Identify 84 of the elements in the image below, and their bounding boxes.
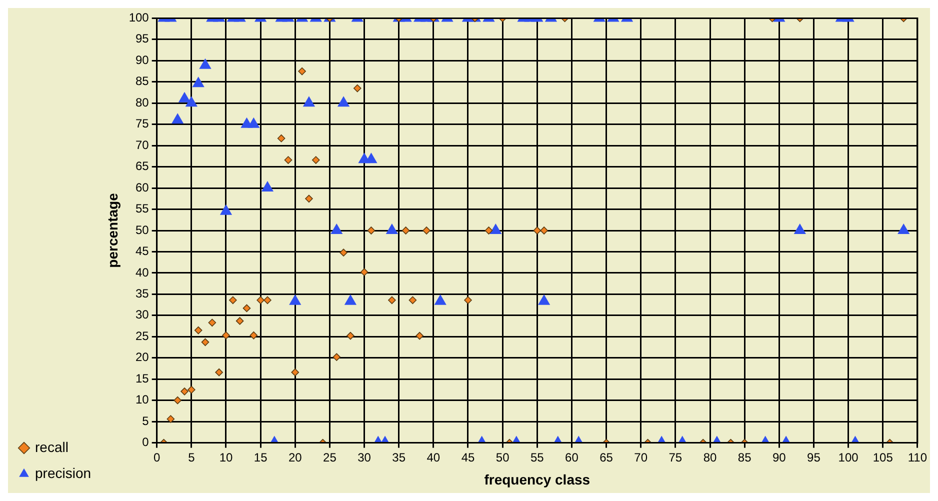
y-tick-label: 0 [142, 435, 150, 450]
x-tick-label: 65 [600, 450, 614, 464]
point [194, 326, 202, 334]
x-axis-title: frequency class [484, 471, 590, 488]
point [236, 317, 244, 325]
point [264, 296, 272, 304]
point [174, 396, 182, 404]
legend-label: precision [35, 464, 92, 481]
x-tick-label: 45 [461, 450, 475, 464]
y-tick-label: 80 [135, 95, 150, 110]
x-tick-label: 15 [254, 450, 268, 464]
point [208, 318, 216, 327]
point [277, 134, 286, 142]
y-tick-label: 100 [128, 10, 150, 25]
point [242, 304, 251, 312]
point [353, 84, 362, 92]
x-tick-label: 0 [154, 450, 161, 464]
point [291, 368, 300, 376]
point [540, 226, 548, 234]
y-tick-label: 45 [135, 244, 150, 258]
point [422, 226, 430, 234]
point [312, 156, 320, 164]
point [346, 332, 354, 340]
y-axis-title: percentage [104, 192, 120, 268]
x-tick-label: 105 [872, 450, 894, 464]
point [201, 338, 210, 346]
legend-label: recall [35, 438, 68, 455]
x-tick-label: 55 [530, 450, 544, 464]
x-tick-label: 35 [392, 450, 406, 464]
y-tick-label: 10 [135, 392, 150, 407]
y-tick-label: 35 [135, 286, 150, 301]
y-tick-label: 75 [135, 116, 150, 131]
y-tick-label: 60 [135, 180, 150, 194]
y-tick-label: 85 [135, 74, 150, 88]
x-tick-label: 10 [219, 450, 233, 464]
point [367, 226, 376, 234]
x-tick-label: 110 [908, 450, 928, 464]
y-tick-label: 95 [135, 32, 150, 46]
y-tick-label: 25 [135, 328, 150, 343]
y-tick-label: 90 [135, 52, 150, 67]
x-tick-label: 60 [565, 450, 579, 464]
point [416, 332, 424, 340]
y-tick-label: 15 [135, 371, 150, 386]
point [340, 248, 348, 256]
y-tick-label: 50 [135, 222, 150, 237]
point [180, 388, 188, 396]
x-tick-label: 90 [772, 450, 786, 464]
point [229, 296, 237, 304]
x-tick-label: 80 [703, 450, 717, 464]
x-tick-label: 100 [838, 450, 859, 464]
x-tick-label: 85 [738, 450, 752, 464]
point [484, 226, 493, 234]
point [215, 368, 223, 376]
y-tick-label: 40 [135, 265, 150, 280]
point [533, 226, 542, 234]
x-tick-label: 40 [426, 450, 440, 464]
point [284, 156, 292, 164]
y-tick-label: 5 [142, 414, 150, 428]
point [332, 353, 341, 361]
x-tick-label: 95 [807, 450, 821, 464]
point [464, 296, 472, 304]
point [222, 331, 230, 340]
point [166, 415, 175, 423]
y-tick-label: 55 [135, 202, 150, 216]
x-tick-label: 25 [323, 450, 337, 464]
x-tick-label: 5 [188, 450, 196, 464]
point [360, 268, 368, 276]
point [188, 386, 196, 394]
point [250, 331, 258, 340]
y-tick-label: 30 [135, 308, 150, 322]
y-tick-label: 65 [135, 159, 150, 174]
point [256, 296, 264, 304]
x-tick-label: 30 [358, 450, 372, 464]
x-tick-label: 70 [634, 450, 648, 464]
y-tick-label: 70 [135, 138, 150, 152]
point [402, 226, 410, 234]
point [388, 296, 396, 304]
x-tick-label: 75 [668, 450, 682, 464]
point [408, 296, 417, 304]
y-tick-label: 20 [135, 350, 150, 364]
x-tick-label: 20 [288, 450, 302, 464]
point [298, 67, 306, 76]
x-tick-label: 50 [496, 450, 510, 464]
point [305, 194, 313, 203]
